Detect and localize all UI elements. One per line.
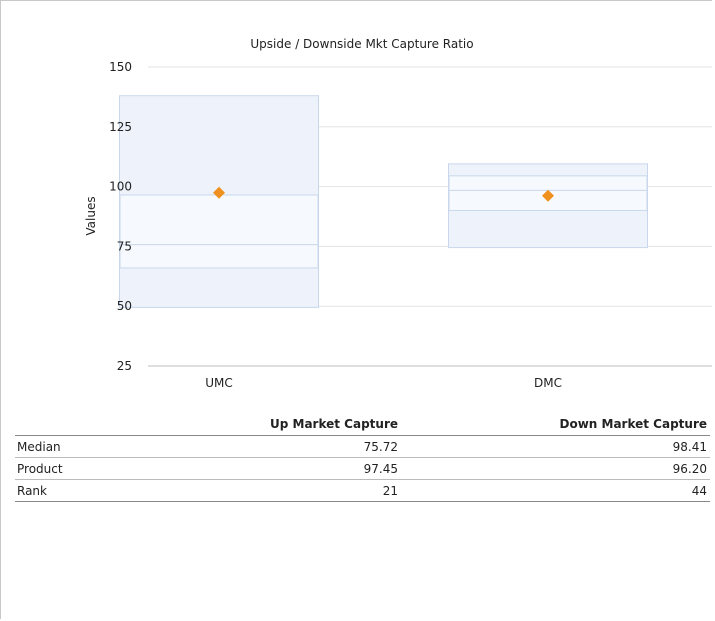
x-category-label: DMC: [534, 376, 562, 390]
capture-stats-table: Up Market Capture Down Market Capture Me…: [15, 412, 710, 502]
row-label: Rank: [15, 479, 266, 502]
table-header-row: Up Market Capture Down Market Capture: [15, 412, 710, 436]
product-marker: [213, 186, 225, 199]
cell-down-market: 96.20: [401, 457, 710, 480]
chart-title: Upside / Downside Mkt Capture Ratio: [250, 37, 473, 51]
cell-up-market: 75.72: [266, 435, 401, 458]
y-tick-label: 150: [109, 60, 132, 74]
cell-down-market: 98.41: [401, 435, 710, 458]
y-axis-label: Values: [84, 196, 98, 235]
x-category-label: UMC: [205, 376, 233, 390]
box-interquartile: [119, 194, 319, 269]
table-row: Median 75.72 98.41: [15, 435, 710, 458]
table-row: Rank 21 44: [15, 479, 710, 502]
product-marker: [542, 189, 554, 202]
table-header-up-market-capture: Up Market Capture: [266, 412, 401, 436]
box-umc: [119, 95, 319, 308]
cell-up-market: 21: [266, 479, 401, 502]
box-dmc: [448, 163, 648, 249]
y-tick-label: 125: [109, 120, 132, 134]
cell-up-market: 97.45: [266, 457, 401, 480]
table-row: Product 97.45 96.20: [15, 457, 710, 480]
row-label: Median: [15, 435, 266, 458]
row-label: Product: [15, 457, 266, 480]
table-header-empty: [15, 412, 266, 436]
table-header-down-market-capture: Down Market Capture: [401, 412, 710, 436]
y-tick-label: 75: [117, 239, 132, 253]
y-tick-label: 50: [117, 299, 132, 313]
cell-down-market: 44: [401, 479, 710, 502]
y-tick-label: 100: [109, 180, 132, 194]
y-tick-label: 25: [117, 359, 132, 373]
capture-ratio-chart: Upside / Downside Mkt Capture Ratio Valu…: [84, 37, 712, 390]
